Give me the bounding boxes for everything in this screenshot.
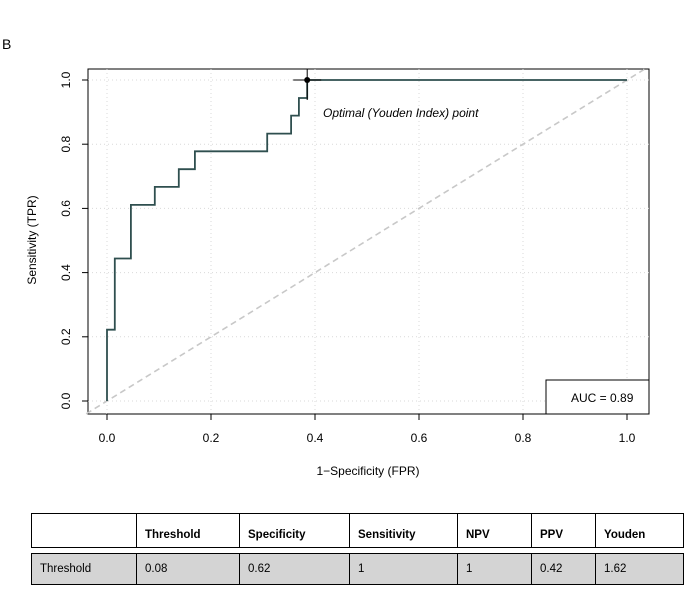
x-axis-label: 1−Specificity (FPR) [316, 464, 419, 478]
y-tick-label: 0.8 [59, 136, 73, 153]
table-header: Youden [595, 513, 684, 548]
y-tick-label: 0.2 [59, 328, 73, 345]
table-header [31, 513, 137, 548]
auc-label: AUC = 0.89 [571, 391, 634, 405]
table-cell: 1.62 [595, 553, 684, 585]
roc-curve-group [106, 79, 627, 401]
auc-box [545, 379, 650, 415]
x-tick-label: 0.2 [203, 431, 220, 445]
table-row: Threshold 0.08 0.62 1 1 0.42 1.62 [31, 553, 684, 585]
table-header: PPV [531, 513, 596, 548]
y-tick-label: 0.0 [59, 392, 73, 409]
table-cell: Threshold [31, 553, 137, 585]
roc-chart: 0.0 0.2 0.4 0.6 0.8 1.0 0.0 0.2 0.4 0.6 0.8 1.0 Op… [25, 66, 650, 478]
x-axis: 0.0 0.2 0.4 0.6 0.8 1.0 [99, 413, 636, 445]
table-header: Specificity [239, 513, 350, 548]
table-cell: 0.62 [239, 553, 350, 585]
grid [88, 69, 649, 414]
table-header: Sensitivity [349, 513, 458, 548]
roc-curve [106, 79, 627, 401]
auc-legend: AUC = 0.89 [545, 379, 650, 415]
table-cell: 0.42 [531, 553, 596, 585]
x-tick-label: 0.6 [411, 431, 428, 445]
optimal-point-label: Optimal (Youden Index) point [323, 106, 479, 120]
table-cell: 1 [349, 553, 458, 585]
y-axis: 0.0 0.2 0.4 0.6 0.8 1.0 [59, 71, 89, 409]
optimal-point-group [293, 69, 322, 100]
x-tick-label: 0.4 [307, 431, 324, 445]
x-tick-label: 1.0 [619, 431, 636, 445]
table-header-row: Threshold Specificity Sensitivity NPV PP… [31, 513, 684, 548]
x-tick-label: 0.0 [99, 431, 116, 445]
x-tick-label: 0.8 [515, 431, 532, 445]
y-axis-label: Sensitivity (TPR) [25, 195, 39, 284]
y-tick-label: 0.6 [59, 200, 73, 217]
table-header: NPV [457, 513, 532, 548]
y-tick-label: 0.4 [59, 264, 73, 281]
panel-label: B [2, 36, 12, 52]
table-header: Threshold [136, 513, 240, 548]
optimal-point-marker [304, 77, 311, 83]
table-cell: 1 [457, 553, 532, 585]
stats-table: Threshold Specificity Sensitivity NPV PP… [31, 513, 684, 585]
plot-frame [87, 68, 650, 415]
y-tick-label: 1.0 [59, 71, 73, 88]
table-cell: 0.08 [136, 553, 240, 585]
